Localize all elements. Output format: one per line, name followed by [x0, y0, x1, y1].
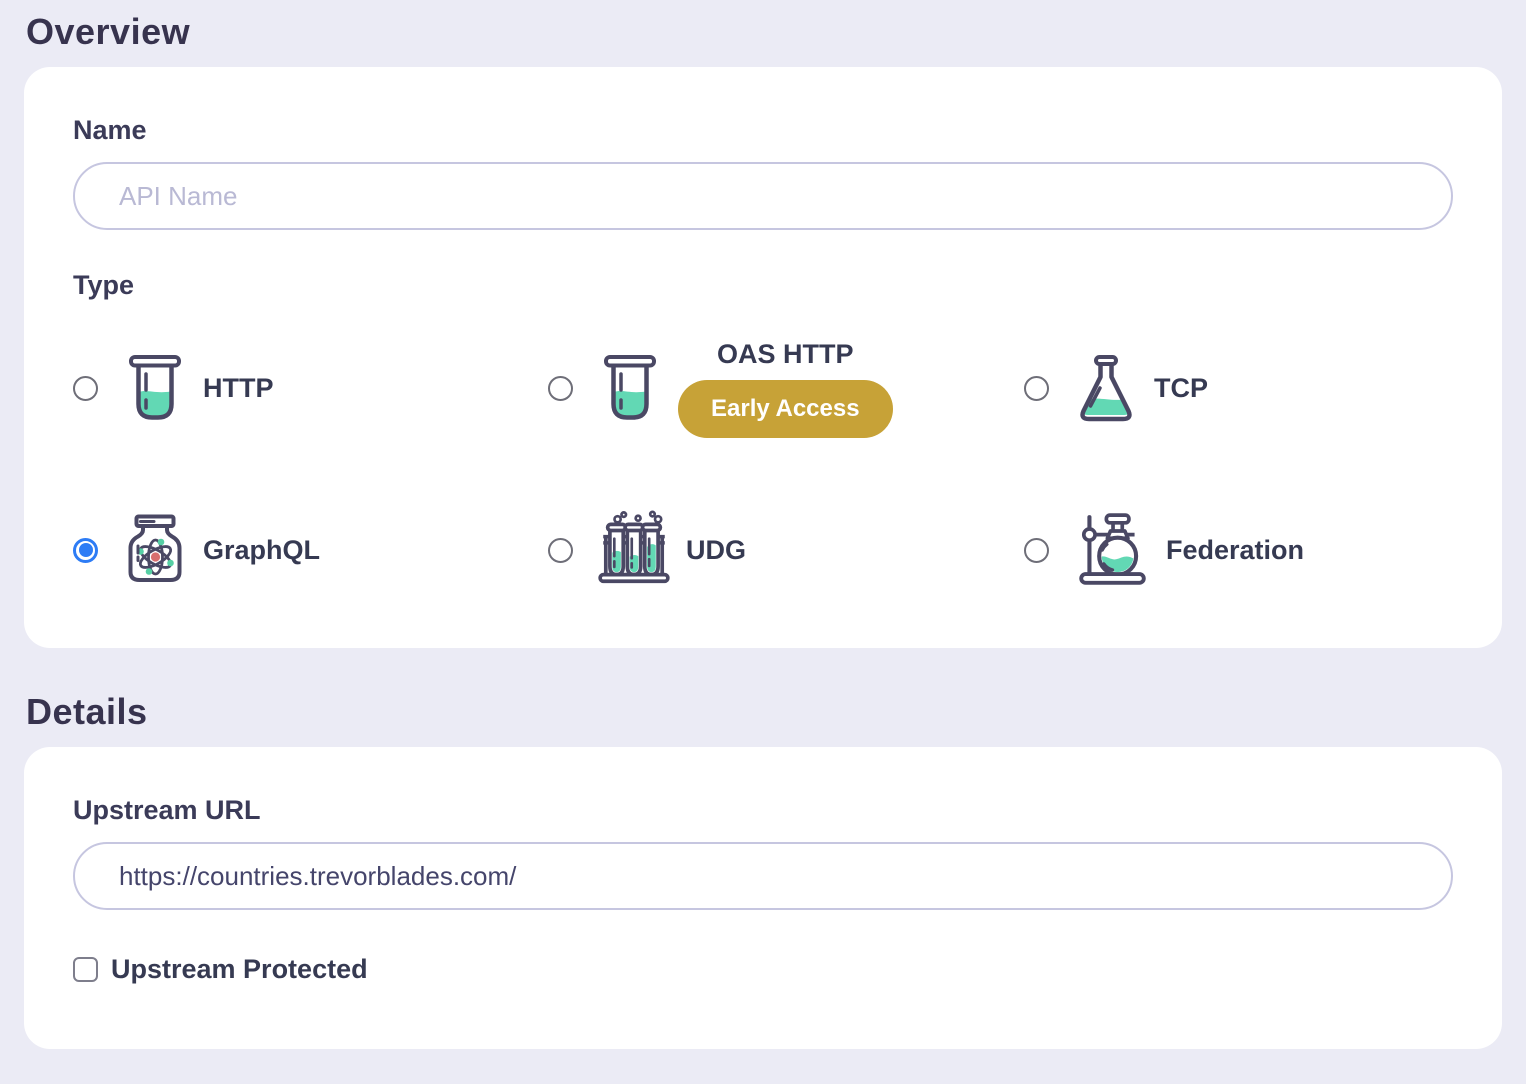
erlenmeyer-flask-icon: [1072, 354, 1140, 424]
type-option-tcp[interactable]: TCP: [1024, 354, 1453, 424]
type-option-label: OAS HTTP: [717, 339, 854, 370]
upstream-protected-row[interactable]: Upstream Protected: [73, 954, 1453, 985]
api-type-options: HTTP OAS HTTP Early Access: [73, 339, 1453, 590]
api-name-input[interactable]: [73, 162, 1453, 231]
radio-udg[interactable]: [548, 537, 573, 563]
type-option-http[interactable]: HTTP: [73, 354, 548, 424]
type-option-oas-http[interactable]: OAS HTTP Early Access: [548, 339, 1024, 439]
details-section-heading: Details: [26, 691, 148, 733]
test-tube-rack-icon: [596, 510, 672, 590]
type-option-label: Federation: [1166, 534, 1305, 565]
radio-oas-http[interactable]: [548, 376, 573, 402]
overview-card: Name Type HTTP: [24, 67, 1502, 649]
upstream-url-input[interactable]: [73, 842, 1453, 911]
details-card: Upstream URL Upstream Protected: [24, 747, 1502, 1050]
name-field-group: Name: [73, 115, 1453, 231]
type-option-label: HTTP: [203, 373, 274, 404]
type-option-udg[interactable]: UDG: [548, 510, 1024, 590]
type-option-label: UDG: [686, 534, 746, 565]
upstream-url-label: Upstream URL: [73, 795, 261, 826]
beaker-icon: [121, 354, 189, 424]
radio-federation[interactable]: [1024, 537, 1049, 563]
type-option-label: GraphQL: [203, 534, 321, 565]
upstream-protected-checkbox[interactable]: [73, 957, 98, 983]
upstream-url-field-group: Upstream URL: [73, 795, 1453, 911]
radio-http[interactable]: [73, 376, 98, 402]
beaker-icon: [596, 354, 664, 424]
oas-http-label-stack: OAS HTTP Early Access: [678, 339, 893, 439]
type-option-federation[interactable]: Federation: [1024, 513, 1453, 587]
type-label: Type: [73, 270, 135, 301]
type-option-graphql[interactable]: GraphQL: [73, 514, 548, 586]
radio-tcp[interactable]: [1024, 376, 1049, 402]
upstream-protected-label: Upstream Protected: [111, 954, 368, 985]
overview-section-heading: Overview: [26, 11, 191, 52]
early-access-badge: Early Access: [678, 380, 893, 439]
atom-jar-icon: [121, 514, 189, 586]
round-flask-stand-icon: [1072, 513, 1152, 587]
type-option-label: TCP: [1154, 373, 1208, 404]
radio-graphql[interactable]: [73, 537, 98, 563]
name-label: Name: [73, 115, 147, 146]
